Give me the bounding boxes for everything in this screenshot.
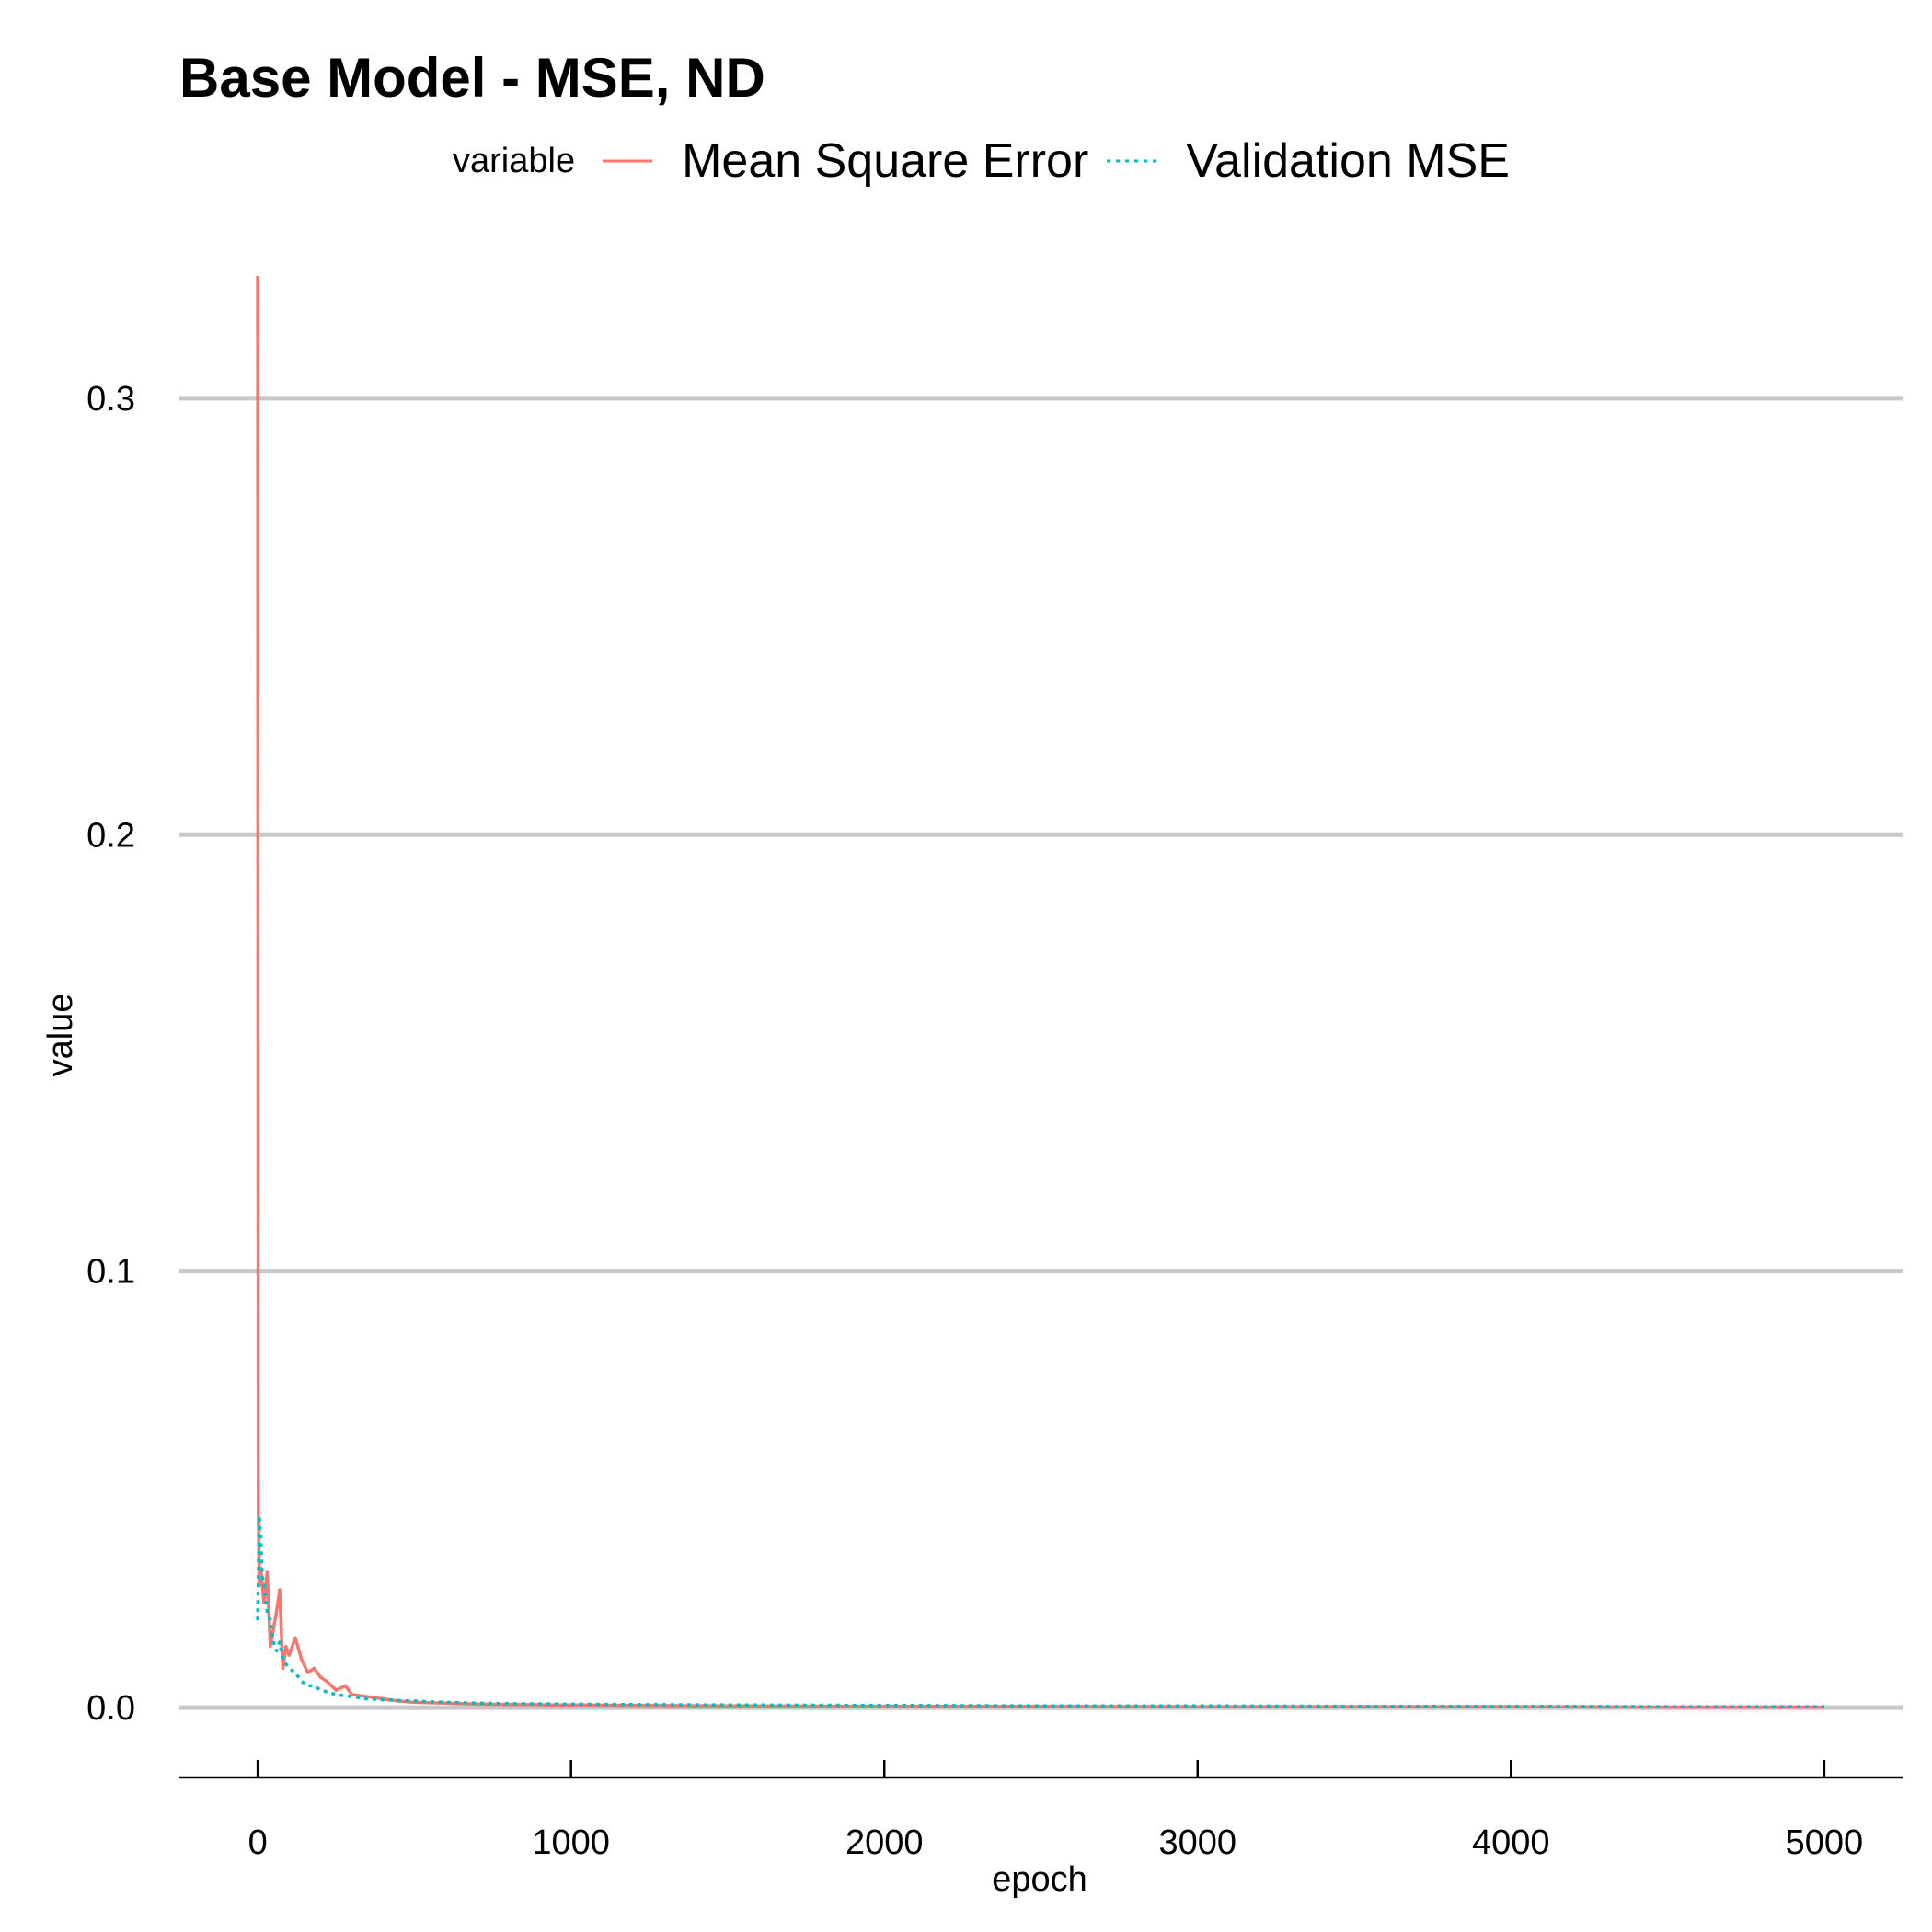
y-tick-label-2: 0.2 bbox=[86, 816, 135, 855]
legend-key-mse bbox=[603, 159, 653, 163]
y-tick-label-0: 0.0 bbox=[86, 1689, 135, 1728]
y-axis-title: value bbox=[41, 994, 80, 1077]
series-line-validation bbox=[256, 1513, 1824, 1708]
legend-title: variable bbox=[453, 141, 576, 180]
y-tick-label-1: 0.1 bbox=[86, 1253, 135, 1292]
y-tick-label-3: 0.3 bbox=[86, 380, 135, 419]
x-tick-label-1: 1000 bbox=[532, 1823, 610, 1862]
x-tick-label-3: 3000 bbox=[1158, 1823, 1236, 1862]
x-axis-title: epoch bbox=[992, 1860, 1087, 1899]
legend-label-mse: Mean Square Error bbox=[682, 134, 1089, 188]
series-lines bbox=[256, 275, 1824, 1709]
legend: variable Mean Square Error Validation MS… bbox=[0, 129, 1932, 193]
x-tick-label-0: 0 bbox=[248, 1823, 268, 1862]
legend-label-validation: Validation MSE bbox=[1186, 134, 1510, 188]
x-tick-label-2: 2000 bbox=[845, 1823, 924, 1862]
series-line-mse bbox=[256, 275, 1824, 1709]
chart-title: Base Model - MSE, ND bbox=[179, 47, 765, 109]
gridlines bbox=[179, 396, 1903, 1710]
x-axis-ticks: 0 1000 2000 3000 4000 5000 bbox=[248, 1760, 1864, 1862]
x-tick-label-5: 5000 bbox=[1786, 1823, 1864, 1862]
x-tick-label-4: 4000 bbox=[1472, 1823, 1550, 1862]
y-axis-ticks: 0.0 0.1 0.2 0.3 bbox=[86, 380, 135, 1728]
